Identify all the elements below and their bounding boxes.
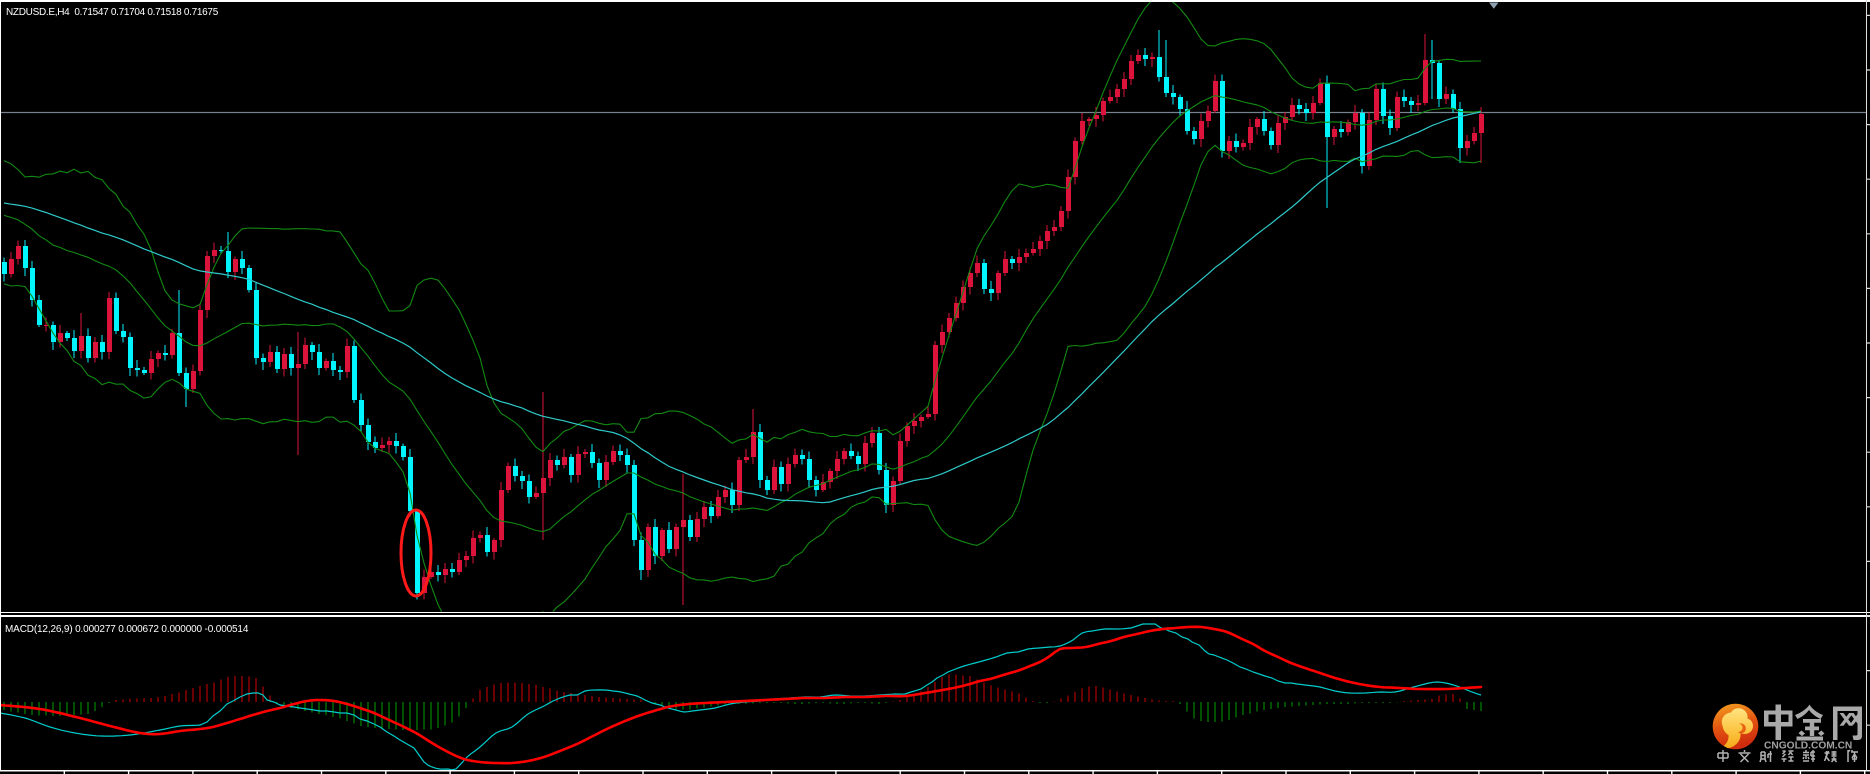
svg-text:NZDUSD.E,H4 0.71547 0.71704 0: NZDUSD.E,H4 0.71547 0.71704 0.71518 0.71… bbox=[6, 7, 219, 18]
svg-text:CNGOLD.COM.CN: CNGOLD.COM.CN bbox=[1764, 741, 1852, 752]
svg-text:MACD(12,26,9) 0.000277 0.00067: MACD(12,26,9) 0.000277 0.000672 0.000000… bbox=[5, 624, 249, 635]
